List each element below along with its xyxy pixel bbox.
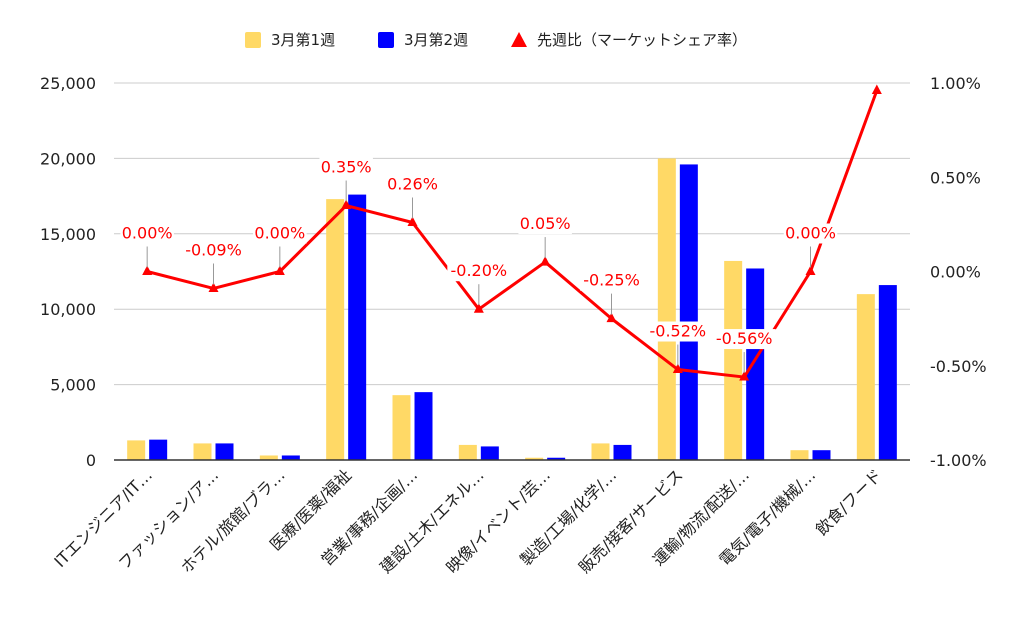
line-point-marker <box>606 312 617 323</box>
line-point-marker <box>540 256 551 266</box>
bar-1 <box>657 158 676 460</box>
line-series-path <box>146 90 879 379</box>
y-right-tick-label: -0.50% <box>930 357 987 376</box>
bar-series <box>127 158 897 461</box>
data-label-background <box>182 240 245 261</box>
legend-label: 先週比（マーケットシェア率） <box>537 31 747 49</box>
legend-swatch <box>511 32 527 47</box>
y-left-tick-label: 0 <box>86 451 96 470</box>
data-label: -0.20% <box>451 261 508 280</box>
bar-1 <box>392 395 411 460</box>
y-right-tick-label: -1.00% <box>930 451 987 470</box>
legend-swatch <box>245 32 261 48</box>
data-label-background <box>518 214 572 235</box>
bar-1 <box>591 443 610 460</box>
data-label-background <box>580 270 643 291</box>
bar-2 <box>149 439 168 460</box>
data-label: 0.00% <box>254 224 305 243</box>
data-label: -0.25% <box>583 271 640 290</box>
y-right-tick-label: 0.50% <box>930 168 981 187</box>
y-right-tick-label: 1.00% <box>930 74 981 93</box>
data-label-background <box>120 223 174 244</box>
bar-2 <box>348 194 367 461</box>
y-right-tick-label: 0.00% <box>930 263 981 282</box>
bar-2 <box>414 392 433 460</box>
y-left-tick-label: 25,000 <box>40 74 96 93</box>
data-label-background <box>385 174 440 195</box>
data-label-background <box>646 321 710 342</box>
data-label: 0.05% <box>520 214 571 233</box>
line-point-marker <box>871 84 882 95</box>
data-label-background <box>783 223 838 244</box>
bar-1 <box>525 457 544 460</box>
bar-1 <box>856 294 875 460</box>
line-point-marker <box>208 282 219 292</box>
bar-2 <box>480 446 499 460</box>
data-label-background <box>253 223 307 244</box>
data-label-background <box>712 329 776 350</box>
bar-2 <box>679 164 698 460</box>
legend-label: 3月第2週 <box>404 31 468 49</box>
data-label: -0.09% <box>185 240 242 259</box>
data-label: -0.56% <box>716 329 773 348</box>
data-label: 0.26% <box>387 174 438 193</box>
bar-1 <box>458 444 477 460</box>
gridlines <box>114 82 910 386</box>
legend-label: 3月第1週 <box>271 31 335 49</box>
y-left-tick-label: 5,000 <box>50 376 96 395</box>
line-series <box>142 84 882 381</box>
bar-1 <box>127 440 146 460</box>
axes: 0 5,000 10,000 15,000 20,000 25,000 -1.00% -0.5… <box>40 74 987 577</box>
bar-2 <box>547 457 566 460</box>
data-label: 0.35% <box>321 158 372 177</box>
line-point-marker <box>407 216 418 226</box>
line-point-marker <box>739 371 750 381</box>
line-point-marker <box>473 303 484 313</box>
y-left-tick-label: 15,000 <box>40 225 96 244</box>
bar-2 <box>878 285 897 460</box>
data-label-background <box>319 157 373 178</box>
bar-2 <box>812 450 831 460</box>
line-point-marker <box>274 265 285 275</box>
y-left-tick-label: 20,000 <box>40 149 96 168</box>
x-category-label: 飲食/フード <box>812 465 886 539</box>
data-labels: 0.00% -0.09% 0.00% 0.35% 0.26% -0.20% 0.05% -0.… <box>120 157 838 374</box>
bar-1 <box>259 455 278 460</box>
legend: 3月第1週 3月第2週 先週比（マーケットシェア率） <box>245 31 747 49</box>
bar-1 <box>193 443 212 460</box>
bar-2 <box>215 443 234 460</box>
line-point-marker <box>142 265 153 275</box>
bar-2 <box>613 444 632 460</box>
data-label: -0.52% <box>650 322 707 341</box>
bar-1 <box>724 260 743 460</box>
y-left-tick-label: 10,000 <box>40 300 96 319</box>
bar-2 <box>746 268 765 460</box>
data-label-background <box>447 261 511 282</box>
data-label: 0.00% <box>122 224 173 243</box>
line-point-marker <box>672 363 683 374</box>
legend-swatch <box>378 32 394 48</box>
bar-1 <box>326 199 345 460</box>
line-point-marker <box>341 199 352 210</box>
bar-2 <box>281 455 300 460</box>
bar-1 <box>790 450 809 460</box>
data-label: 0.00% <box>785 224 836 243</box>
line-point-marker <box>805 265 816 275</box>
